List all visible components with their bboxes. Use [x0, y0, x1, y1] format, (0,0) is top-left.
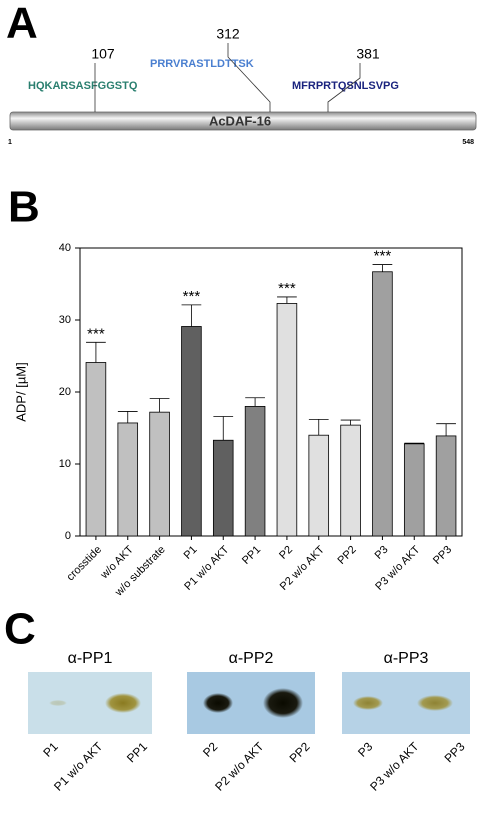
error-bar: [213, 416, 234, 441]
significance: ***: [278, 280, 296, 297]
bar: [117, 422, 139, 537]
error-bar: [277, 296, 297, 304]
error-bar: [308, 418, 329, 436]
bar: [340, 424, 361, 537]
lane-label: P3 w/o AKT: [367, 739, 422, 794]
error-bar: [245, 397, 265, 407]
y-tick-label: 40: [59, 242, 71, 254]
blot-title: α-PP3: [384, 650, 429, 667]
y-tick-label: 30: [59, 314, 71, 326]
lane-label: P1: [40, 739, 61, 760]
site-leader: [227, 43, 271, 112]
blot-band: [263, 688, 303, 718]
blot-band: [417, 695, 453, 711]
bar: [85, 362, 107, 537]
error-bar: [404, 442, 425, 444]
blot-title: α-PP2: [229, 650, 274, 667]
error-bar: [340, 419, 361, 426]
lane-label: P2 w/o AKT: [212, 739, 267, 794]
site-position: 312: [216, 26, 240, 42]
protein-bar: [9, 111, 477, 131]
bar: [212, 439, 234, 537]
x-tick-label: crosstide: [64, 544, 104, 584]
x-tick-label: PP2: [336, 544, 359, 567]
bar: [372, 271, 393, 537]
lane-label: PP3: [442, 739, 468, 765]
protein-name: AcDAF-16: [209, 113, 271, 128]
lane-label: P2: [200, 739, 221, 760]
y-axis-title: ADP/ [µM]: [13, 362, 28, 422]
significance: ***: [374, 248, 392, 265]
lane-label: P1 w/o AKT: [51, 739, 106, 794]
site-position: 107: [91, 46, 115, 62]
y-tick-label: 20: [59, 386, 71, 398]
error-bar: [86, 341, 106, 363]
error-bar: [436, 423, 456, 436]
bar: [149, 411, 170, 537]
peptide: PRRVRASTLDTTSK: [150, 58, 254, 70]
lane-label: PP2: [287, 739, 313, 765]
blot-band: [203, 693, 233, 713]
site-position: 381: [356, 46, 380, 62]
lane-label: P3: [355, 739, 376, 760]
significance: ***: [87, 325, 105, 342]
bar: [244, 405, 266, 537]
x-tick-label: P3: [373, 544, 391, 562]
panel-label: B: [8, 183, 40, 232]
blot-title: α-PP1: [68, 650, 113, 667]
x-tick-label: PP1: [240, 544, 263, 567]
error-bar: [181, 304, 202, 327]
x-tick-label: P1: [182, 544, 200, 562]
error-bar: [372, 264, 393, 272]
site-leader: [327, 63, 361, 112]
blot-band: [49, 700, 67, 706]
panel-label: C: [4, 605, 36, 654]
error-bar: [117, 411, 138, 423]
blot-band: [353, 696, 383, 710]
bar: [308, 434, 330, 537]
bar: [403, 443, 425, 537]
lane-label: PP1: [124, 739, 150, 765]
bar: [276, 303, 298, 537]
end-position: 548: [462, 139, 474, 146]
significance: ***: [183, 288, 201, 305]
peptide: HQKARSASFGGSTQ: [28, 80, 138, 92]
panel-label: A: [6, 0, 38, 48]
y-tick-label: 10: [59, 458, 71, 470]
bar: [181, 326, 202, 537]
bar: [435, 435, 457, 537]
y-tick-label: 0: [65, 530, 71, 542]
x-tick-label: P2: [277, 544, 295, 562]
start-position: 1: [8, 139, 12, 146]
blot-band: [105, 693, 141, 713]
error-bar: [149, 398, 170, 413]
peptide: MFRPRTQSNLSVPG: [292, 80, 399, 92]
x-tick-label: PP3: [431, 544, 454, 567]
